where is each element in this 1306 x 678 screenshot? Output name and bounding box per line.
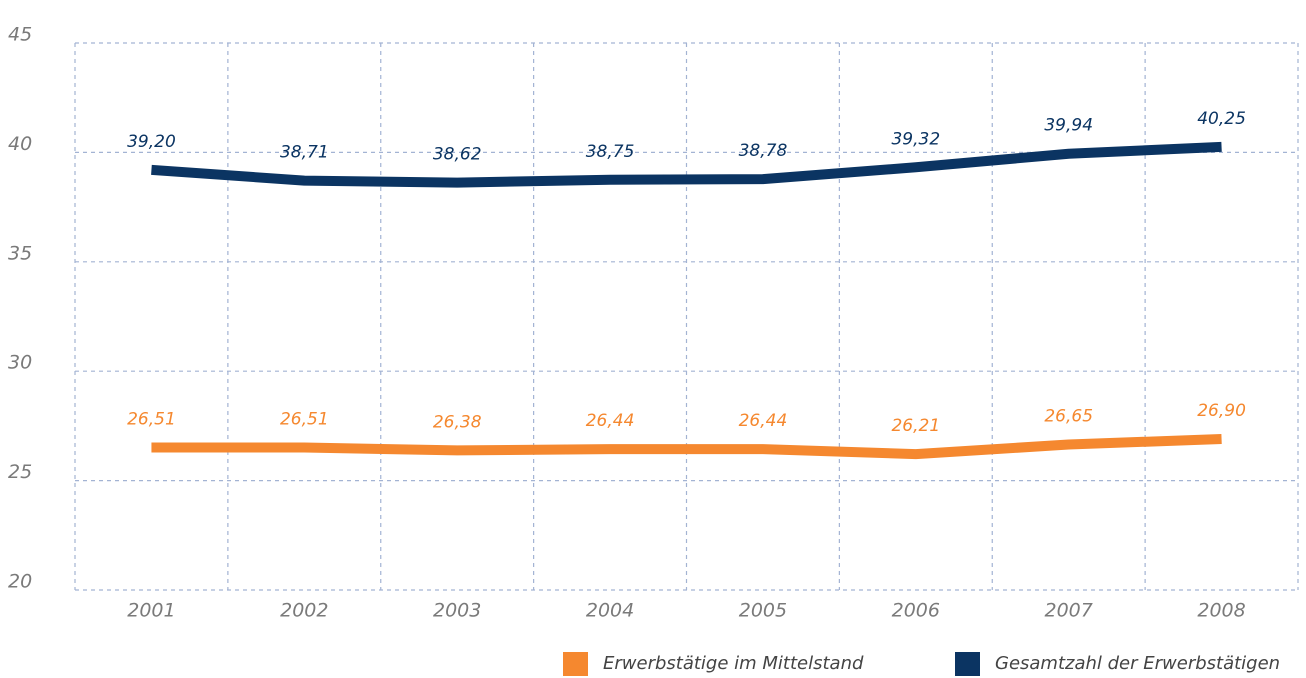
data-label: 26,90 <box>1197 401 1246 421</box>
x-tick-label: 2008 <box>1197 600 1245 622</box>
legend-swatch <box>955 652 980 676</box>
data-label: 26,65 <box>1044 406 1093 426</box>
data-label: 39,94 <box>1044 116 1093 136</box>
data-label: 26,21 <box>891 416 940 436</box>
y-tick-label: 45 <box>8 24 32 46</box>
y-tick-label: 20 <box>8 571 32 593</box>
y-tick-label: 25 <box>8 461 32 483</box>
x-tick-label: 2006 <box>892 600 940 622</box>
data-label: 38,78 <box>739 141 788 161</box>
data-label: 26,44 <box>739 411 788 431</box>
data-label: 26,38 <box>433 412 482 432</box>
x-tick-label: 2005 <box>739 600 787 622</box>
y-tick-label: 35 <box>8 242 32 264</box>
legend-label: Erwerbstätige im Mittelstand <box>603 653 864 674</box>
data-label: 39,32 <box>891 129 940 149</box>
data-label: 38,62 <box>433 145 482 165</box>
data-label: 26,51 <box>127 410 176 430</box>
x-tick-label: 2002 <box>280 600 328 622</box>
data-label: 38,71 <box>280 143 329 163</box>
x-tick-label: 2004 <box>586 600 634 622</box>
line <box>151 141 1222 188</box>
data-label: 40,25 <box>1197 109 1246 129</box>
data-label: 38,75 <box>586 142 635 162</box>
x-tick-label: 2003 <box>433 600 481 622</box>
legend-label: Gesamtzahl der Erwerbstätigen <box>995 653 1280 674</box>
line <box>151 434 1222 460</box>
legend-swatch <box>563 652 588 676</box>
x-tick-label: 2007 <box>1045 600 1093 622</box>
x-tick-label: 2001 <box>127 600 175 622</box>
data-label: 39,20 <box>127 132 176 152</box>
data-label: 26,44 <box>586 411 635 431</box>
data-label: 26,51 <box>280 410 329 430</box>
y-tick-label: 40 <box>8 133 32 155</box>
y-tick-label: 30 <box>8 352 32 374</box>
